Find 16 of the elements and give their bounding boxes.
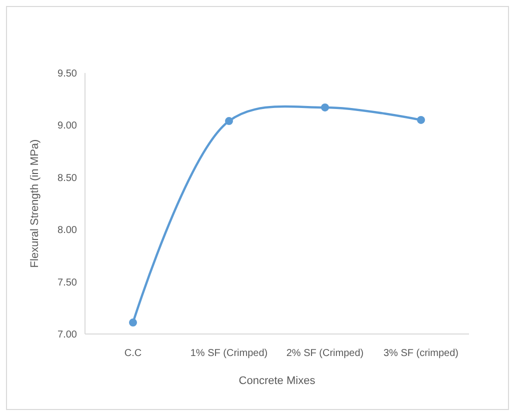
x-axis-title: Concrete Mixes bbox=[238, 375, 316, 387]
point bbox=[225, 117, 233, 126]
y-tick-label: 7.00 bbox=[58, 330, 78, 340]
x-tick-label: 1% SF (Crimped) bbox=[190, 348, 268, 359]
x-tick-label: 3% SF (crimped) bbox=[383, 348, 459, 359]
point bbox=[129, 318, 137, 327]
y-tick-label: 8.50 bbox=[58, 172, 78, 184]
x-tick-label: 2% SF (Crimped) bbox=[286, 348, 364, 359]
point bbox=[321, 103, 329, 112]
point bbox=[417, 116, 425, 124]
y-tick-label: 7.50 bbox=[58, 277, 78, 288]
y-tick-label: 9.50 bbox=[58, 68, 78, 80]
y-tick-label: 9.00 bbox=[58, 120, 78, 132]
y-tick-label: 8.00 bbox=[58, 225, 78, 236]
y-axis-title: Flexural Strength (in MPa) bbox=[29, 139, 41, 268]
x-tick-label: C.C bbox=[124, 348, 142, 359]
